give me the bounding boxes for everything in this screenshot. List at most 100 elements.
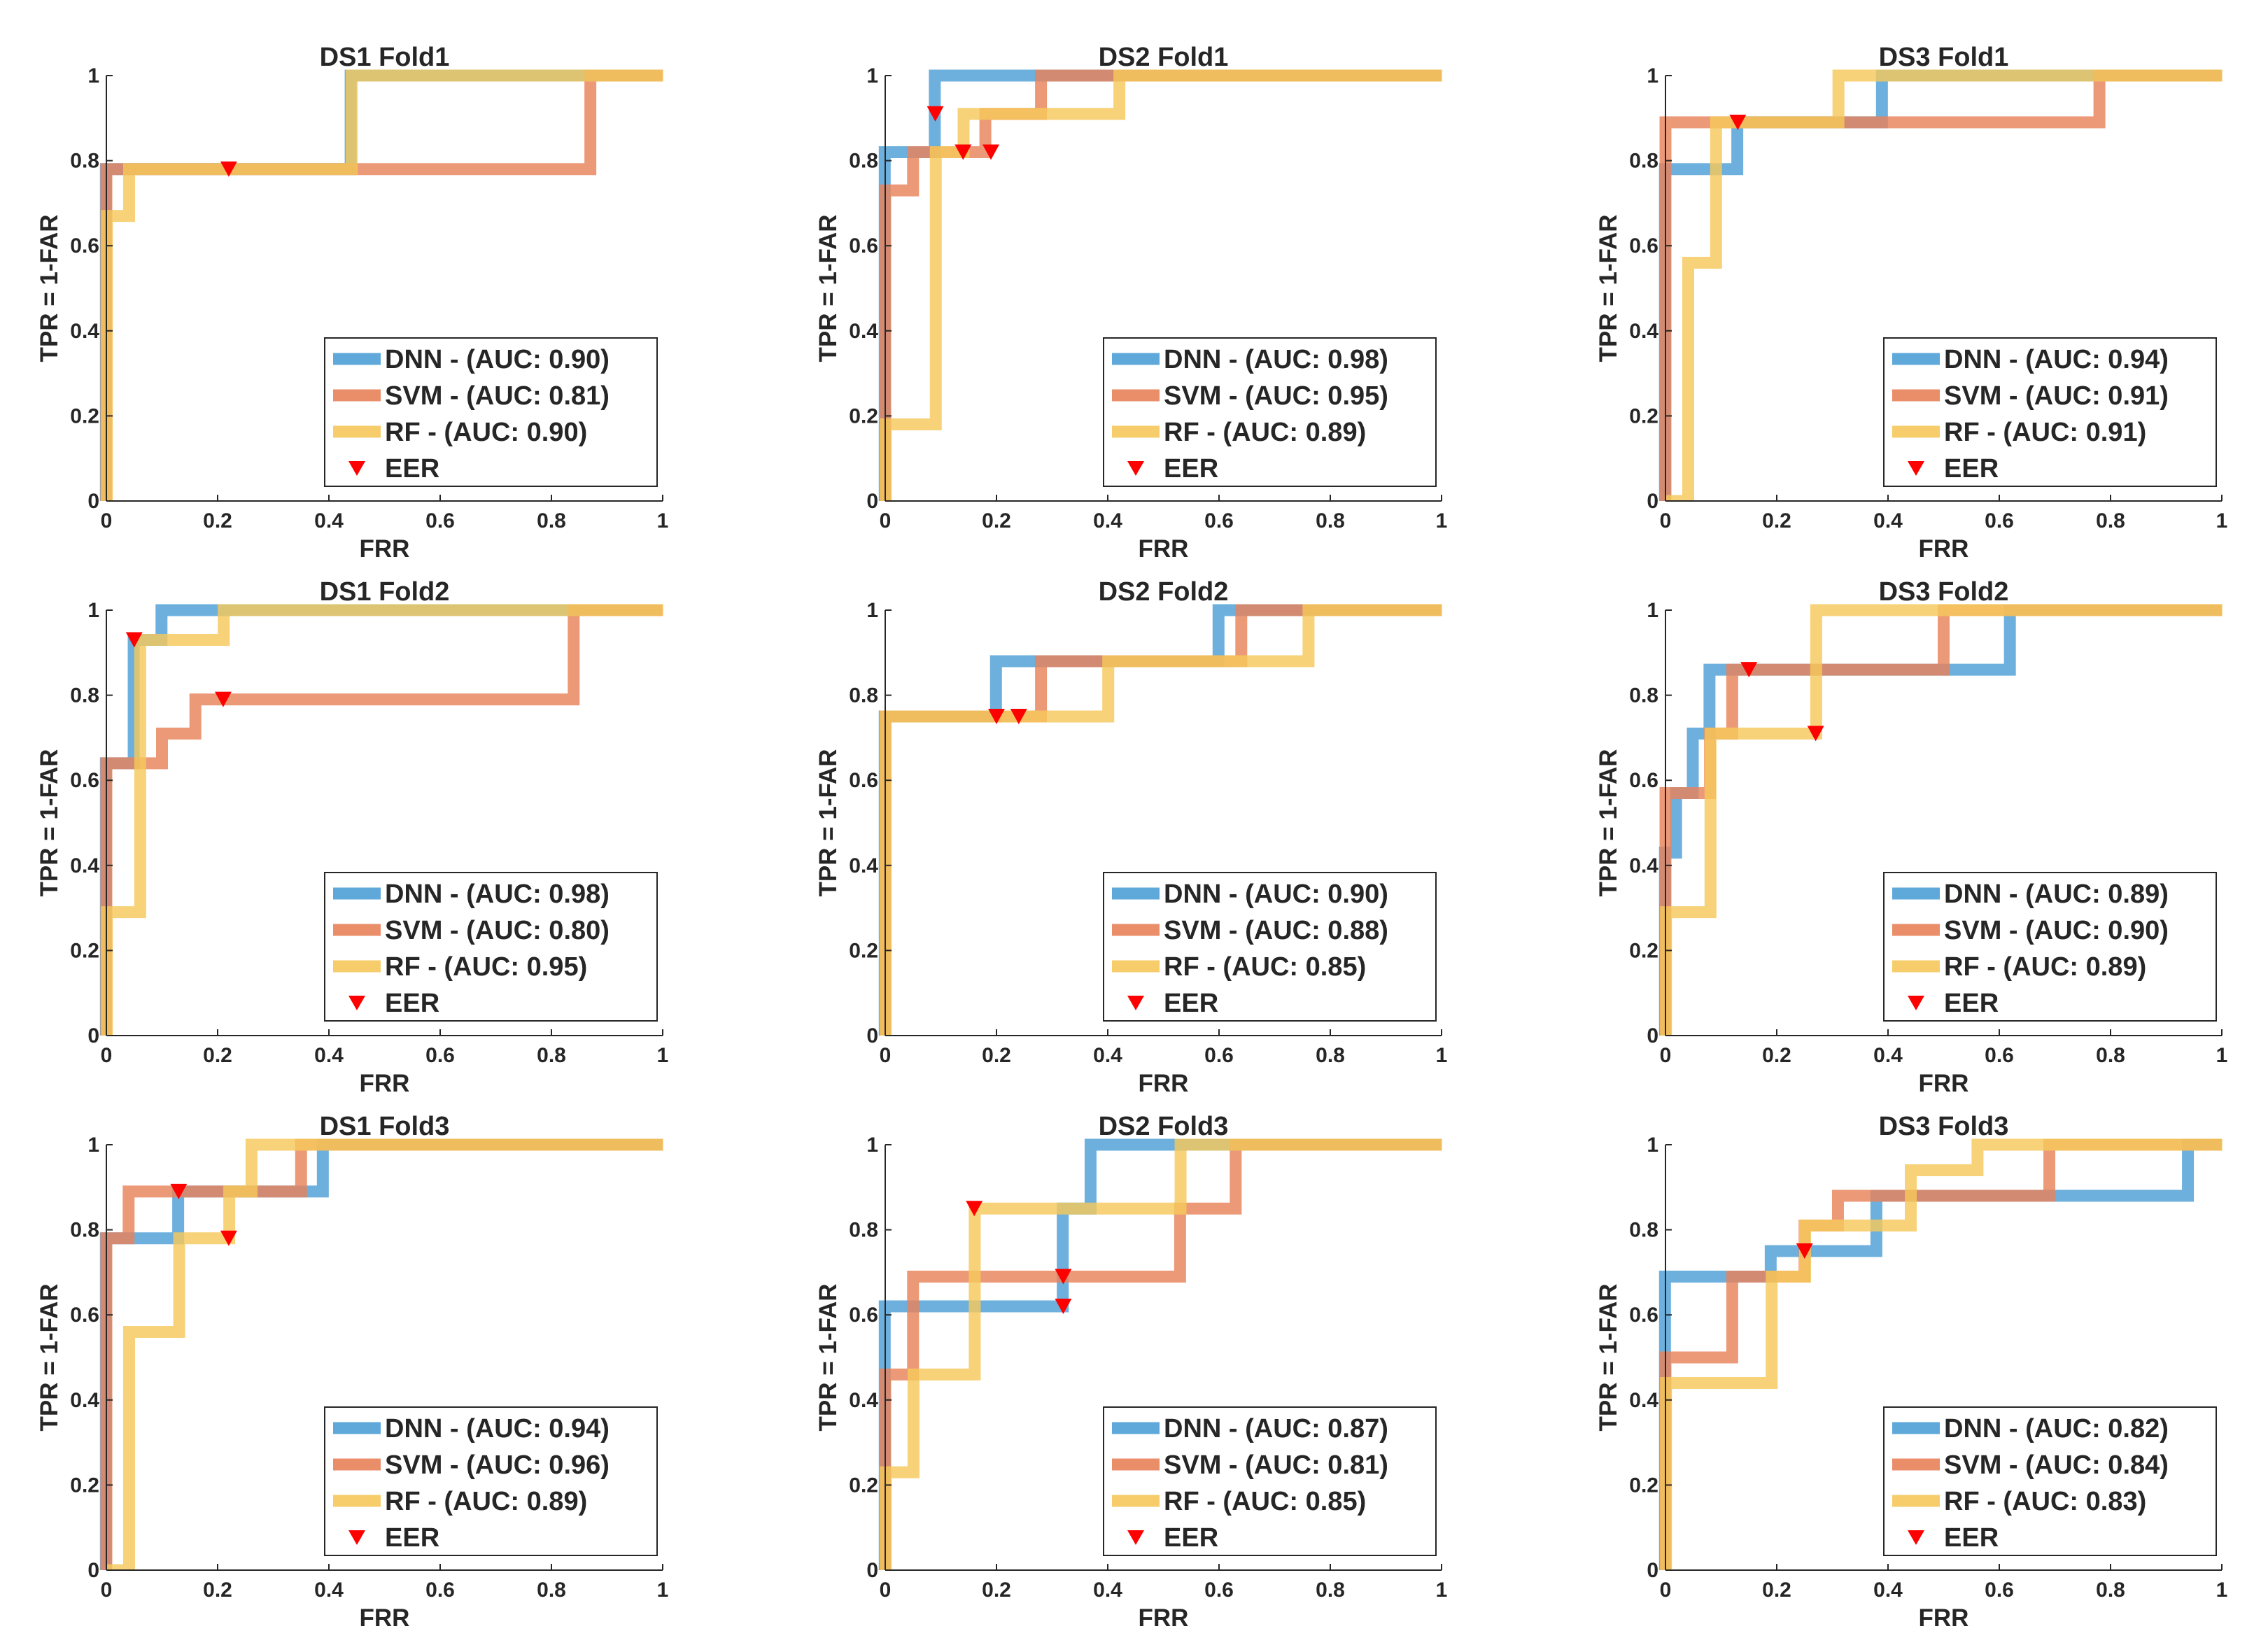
roc-panel: DS1 Fold3 0 0.2 0.4 0.6 0.8 1 0 0.2 0.4 0.6 0.8 1 FRR… [36, 1112, 668, 1632]
x-tick-label: 0.2 [982, 1044, 1011, 1067]
y-axis-label: TPR = 1-FAR [1595, 214, 1622, 362]
legend: DNN - (AUC: 0.98) SVM - (AUC: 0.95) RF - (… [1103, 337, 1437, 487]
y-tick-label: 0.4 [70, 1389, 99, 1412]
y-tick-label: 0.6 [70, 1304, 99, 1327]
x-axis-label: FRR [360, 1604, 410, 1632]
legend-label-svm: SVM - (AUC: 0.80) [385, 916, 610, 945]
eer-marker [1807, 726, 1824, 742]
x-axis-label: FRR [360, 1070, 410, 1097]
y-tick-label: 0 [866, 1024, 878, 1047]
legend-eer-marker [1908, 1530, 1924, 1545]
x-tick-label: 0.4 [314, 1579, 344, 1602]
eer-marker [988, 709, 1005, 724]
eer-marker [1055, 1269, 1072, 1285]
x-tick-label: 0.2 [982, 1579, 1011, 1602]
y-tick-label: 0.6 [849, 769, 878, 792]
x-axis-label: FRR [1919, 1070, 1969, 1097]
x-tick-label: 1 [1436, 1044, 1448, 1067]
y-axis-label: TPR = 1-FAR [36, 749, 63, 896]
legend-eer-marker [348, 1530, 365, 1545]
roc-line-rf [880, 1138, 1442, 1570]
legend-eer-marker [1908, 461, 1924, 476]
y-tick-label: 0.8 [70, 150, 99, 173]
y-tick-label: 0.8 [1629, 150, 1658, 173]
plot-title: DS2 Fold3 [1099, 1112, 1229, 1141]
x-tick-label: 0 [101, 509, 113, 532]
plot-title: DS3 Fold2 [1879, 577, 2009, 607]
legend-label-eer: EER [1944, 989, 1999, 1018]
y-tick-label: 1 [1647, 599, 1658, 622]
roc-line-dnn [1658, 604, 2222, 1036]
eer-marker [170, 1183, 188, 1199]
y-tick-label: 0.2 [849, 404, 878, 428]
roc-panel: DS3 Fold3 0 0.2 0.4 0.6 0.8 1 0 0.2 0.4 0.6 0.8 1 FRR… [1595, 1112, 2227, 1632]
legend-label-rf: RF - (AUC: 0.83) [1944, 1487, 2146, 1516]
y-tick-label: 0.2 [1629, 939, 1658, 962]
x-tick-label: 1 [657, 1579, 669, 1602]
roc-panel: DS2 Fold1 0 0.2 0.4 0.6 0.8 1 0 0.2 0.4 0.6 0.8 1 FRR… [815, 43, 1447, 563]
x-axis-label: FRR [1139, 1070, 1189, 1097]
legend-label-eer: EER [1944, 454, 1999, 483]
x-tick-label: 0.8 [537, 1579, 566, 1602]
x-tick-label: 0.2 [1762, 1579, 1791, 1602]
roc-line-rf [106, 1138, 663, 1570]
y-tick-label: 0.4 [1629, 854, 1658, 877]
legend-label-svm: SVM - (AUC: 0.95) [1164, 381, 1388, 411]
legend-label-eer: EER [1164, 1523, 1218, 1553]
legend: DNN - (AUC: 0.90) SVM - (AUC: 0.88) RF - (… [1103, 872, 1437, 1022]
legend: DNN - (AUC: 0.94) SVM - (AUC: 0.96) RF - (… [324, 1406, 658, 1556]
x-tick-label: 0.6 [425, 1044, 455, 1067]
legend: DNN - (AUC: 0.94) SVM - (AUC: 0.91) RF - (… [1883, 337, 2217, 487]
plot-title: DS1 Fold2 [320, 577, 450, 607]
y-axis-label: TPR = 1-FAR [1595, 749, 1622, 896]
y-tick-label: 0.2 [849, 1474, 878, 1497]
legend-eer-marker [348, 996, 365, 1010]
legend: DNN - (AUC: 0.89) SVM - (AUC: 0.90) RF - (… [1883, 872, 2217, 1022]
y-tick-label: 0.6 [1629, 769, 1658, 792]
legend-label-rf: RF - (AUC: 0.89) [1164, 418, 1366, 447]
x-tick-label: 0.2 [203, 509, 232, 532]
legend-label-eer: EER [1164, 454, 1218, 483]
x-tick-label: 0.6 [1985, 1044, 2014, 1067]
roc-panel: DS1 Fold1 0 0.2 0.4 0.6 0.8 1 0 0.2 0.4 0.6 0.8 1 FRR… [36, 43, 668, 563]
y-tick-label: 0.8 [1629, 1219, 1658, 1242]
x-tick-label: 0 [880, 1044, 892, 1067]
y-tick-label: 0.4 [70, 854, 99, 877]
y-tick-label: 1 [1647, 1134, 1658, 1157]
y-tick-label: 0.6 [1629, 234, 1658, 257]
y-tick-label: 0 [87, 1024, 99, 1047]
roc-panel: DS3 Fold1 0 0.2 0.4 0.6 0.8 1 0 0.2 0.4 0.6 0.8 1 FRR… [1595, 43, 2227, 563]
plot-title: DS2 Fold2 [1099, 577, 1229, 607]
y-tick-label: 1 [87, 1134, 99, 1157]
x-tick-label: 0 [880, 509, 892, 532]
legend: DNN - (AUC: 0.87) SVM - (AUC: 0.81) RF - (… [1103, 1406, 1437, 1556]
y-tick-label: 0.2 [1629, 1474, 1658, 1497]
y-tick-label: 0.6 [70, 234, 99, 257]
y-axis-label: TPR = 1-FAR [1595, 1283, 1622, 1431]
legend-label-svm: SVM - (AUC: 0.96) [385, 1450, 610, 1480]
y-tick-label: 0.2 [70, 939, 99, 962]
y-tick-label: 0.4 [849, 1389, 878, 1412]
x-tick-label: 0.8 [2096, 509, 2125, 532]
roc-panel: DS2 Fold2 0 0.2 0.4 0.6 0.8 1 0 0.2 0.4 0.6 0.8 1 FRR… [815, 577, 1447, 1097]
x-tick-label: 0.4 [1873, 509, 1903, 532]
x-tick-label: 0 [1660, 509, 1672, 532]
y-tick-label: 0.4 [1629, 1389, 1658, 1412]
roc-line-svm [879, 1138, 1442, 1570]
y-tick-label: 0.8 [1629, 684, 1658, 707]
y-tick-label: 0 [866, 1559, 878, 1582]
legend: DNN - (AUC: 0.98) SVM - (AUC: 0.80) RF - (… [324, 872, 658, 1022]
x-tick-label: 0.4 [1873, 1044, 1903, 1067]
y-tick-label: 0.6 [849, 234, 878, 257]
y-tick-label: 0.8 [849, 1219, 878, 1242]
x-tick-label: 0 [101, 1579, 113, 1602]
plot-title: DS2 Fold1 [1099, 43, 1229, 72]
x-tick-label: 0.2 [203, 1044, 232, 1067]
plot-title: DS3 Fold3 [1879, 1112, 2009, 1141]
legend-label-dnn: DNN - (AUC: 0.98) [1164, 345, 1388, 374]
x-tick-label: 0 [880, 1579, 892, 1602]
legend-label-rf: RF - (AUC: 0.95) [385, 952, 587, 982]
x-axis-label: FRR [1919, 1604, 1969, 1632]
x-tick-label: 0 [1660, 1044, 1672, 1067]
legend-label-svm: SVM - (AUC: 0.81) [385, 381, 610, 411]
